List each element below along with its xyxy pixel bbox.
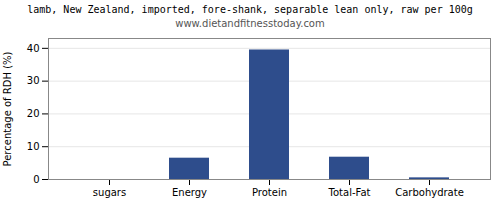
svg-text:30: 30 [27, 75, 40, 86]
svg-text:0: 0 [33, 174, 39, 185]
svg-text:sugars: sugars [93, 187, 126, 198]
svg-text:Energy: Energy [172, 187, 207, 198]
svg-text:Carbohydrate: Carbohydrate [395, 187, 464, 198]
svg-text:20: 20 [27, 108, 40, 119]
svg-text:Total-Fat: Total-Fat [328, 187, 371, 198]
html-text:lamb, New Zealand, imported, f: lamb, New Zealand, imported, fore-shank,… [27, 4, 473, 15]
svg-text:Protein: Protein [252, 187, 287, 198]
svg-text:10: 10 [27, 141, 40, 152]
html-text:www.dietandfitnesstoday.com: www.dietandfitnesstoday.com [175, 18, 325, 29]
svg-text:40: 40 [27, 43, 40, 54]
svg-text:Percentage of RDH (%): Percentage of RDH (%) [2, 51, 13, 166]
